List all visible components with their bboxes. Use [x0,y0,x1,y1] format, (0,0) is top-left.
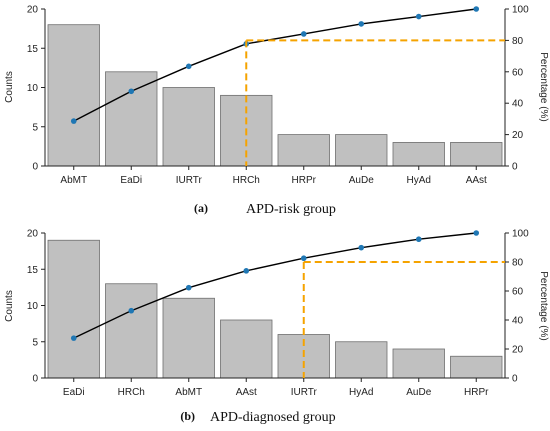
panel-apd-risk: 0 5 10 15 20 0 20 40 60 80 100 AbMT EaDi IURTr HRCh HRP… [4,5,549,218]
cumulative-point-aast [473,6,480,12]
y-tick-label-right: 20 [512,345,524,356]
cumulative-point-hyad [415,13,422,20]
y-tick-label-left: 0 [32,374,38,385]
cumulative-point-eadi [70,335,77,341]
y-tick-label-left: 15 [27,265,39,276]
cumulative-point-aude [358,21,365,27]
x-tick-label-hrch: HRCh [118,387,145,398]
cumulative-point-hrch [128,307,135,314]
cumulative-point-aast [243,268,250,274]
cumulative-point-hyad [358,244,365,251]
caption-tag: (b) [180,409,195,423]
threshold-apd-diagnosed [302,261,505,378]
y-tick-label-right: 0 [512,162,518,173]
bar-iurtr [162,87,215,167]
panel-apd-diagnosed: 0 5 10 15 20 0 20 40 60 80 100 EaDi HRCh AbMT AAst IURT… [4,229,549,426]
x-tick-label-eadi: EaDi [63,387,85,398]
bar-eadi [105,71,158,167]
y-tick-label-right: 100 [512,5,529,16]
x-tick-label-aude: AuDe [406,387,431,398]
cumulative-point-aude [415,236,422,243]
x-tick-label-abmt: AbMT [175,387,202,398]
axes-apd-risk: 0 5 10 15 20 0 20 40 60 80 100 AbMT EaDi IURTr HRCh HRP… [27,5,529,187]
y-tick-label-right: 40 [512,316,524,327]
bar-aast [450,142,503,167]
y-axis-title-right: Percentage (%) [538,52,549,121]
x-tick-label-aast: AAst [236,387,257,398]
y-tick-label-left: 5 [32,337,38,348]
y-axis-title-left: Counts [4,290,15,322]
cumulative-point-eadi [128,88,135,95]
caption-text: APD-diagnosed group [210,410,336,425]
y-tick-label-right: 20 [512,130,524,141]
bars-apd-diagnosed [47,239,503,379]
bars-apd-risk [47,24,503,167]
y-tick-label-left: 10 [27,83,39,94]
bar-eadi [47,239,100,379]
y-tick-label-right: 40 [512,99,524,110]
x-tick-label-eadi: EaDi [120,175,142,186]
x-tick-label-hyad: HyAd [349,387,373,398]
y-tick-label-left: 10 [27,301,39,312]
x-tick-label-iurtr: IURTr [176,175,203,186]
y-tick-label-left: 20 [27,5,39,16]
bar-hrpr [277,134,330,167]
bar-hyad [335,341,388,379]
bar-hyad [392,142,445,167]
bar-abmt [162,297,215,379]
y-tick-label-right: 80 [512,36,524,47]
cumulative-point-iurtr [300,255,307,262]
threshold-apd-risk [245,39,505,166]
caption-tag: (a) [194,201,208,215]
y-tick-label-left: 20 [27,229,39,240]
bar-aude [335,134,388,167]
bar-abmt [47,24,100,167]
y-tick-label-right: 60 [512,287,524,298]
bar-aude [392,348,445,379]
y-tick-label-right: 60 [512,67,524,78]
axes-apd-diagnosed: 0 5 10 15 20 0 20 40 60 80 100 EaDi HRCh AbMT AAst IURT… [27,229,529,399]
y-tick-label-right: 100 [512,229,529,240]
y-tick-label-left: 5 [32,122,38,133]
cumulative-point-abmt [70,118,77,124]
y-tick-label-right: 80 [512,258,524,269]
cumulative-percent-line [73,232,477,339]
caption-text: APD-risk group [246,202,336,217]
y-tick-label-right: 0 [512,374,518,385]
x-tick-label-hyad: HyAd [407,175,431,186]
cumulative-point-hrpr [300,31,307,37]
bar-aast [220,319,273,379]
bar-hrpr [450,355,503,379]
bar-hrch [105,283,158,379]
x-tick-label-hrpr: HRPr [292,175,317,186]
y-tick-label-left: 15 [27,44,39,55]
cumulative-point-abmt [185,284,192,291]
x-tick-label-iurtr: IURTr [291,387,318,398]
cumulative-apd-diagnosed [70,230,480,341]
cumulative-point-hrpr [473,230,480,236]
x-tick-label-hrpr: HRPr [464,387,489,398]
y-tick-label-left: 0 [32,162,38,173]
x-tick-label-aast: AAst [466,175,487,186]
x-tick-label-hrch: HRCh [233,175,260,186]
cumulative-percent-line [73,8,477,122]
y-axis-title-right: Percentage (%) [538,271,549,340]
x-tick-label-abmt: AbMT [60,175,87,186]
y-axis-title-left: Counts [4,71,15,103]
cumulative-point-iurtr [185,63,192,70]
x-tick-label-aude: AuDe [349,175,374,186]
